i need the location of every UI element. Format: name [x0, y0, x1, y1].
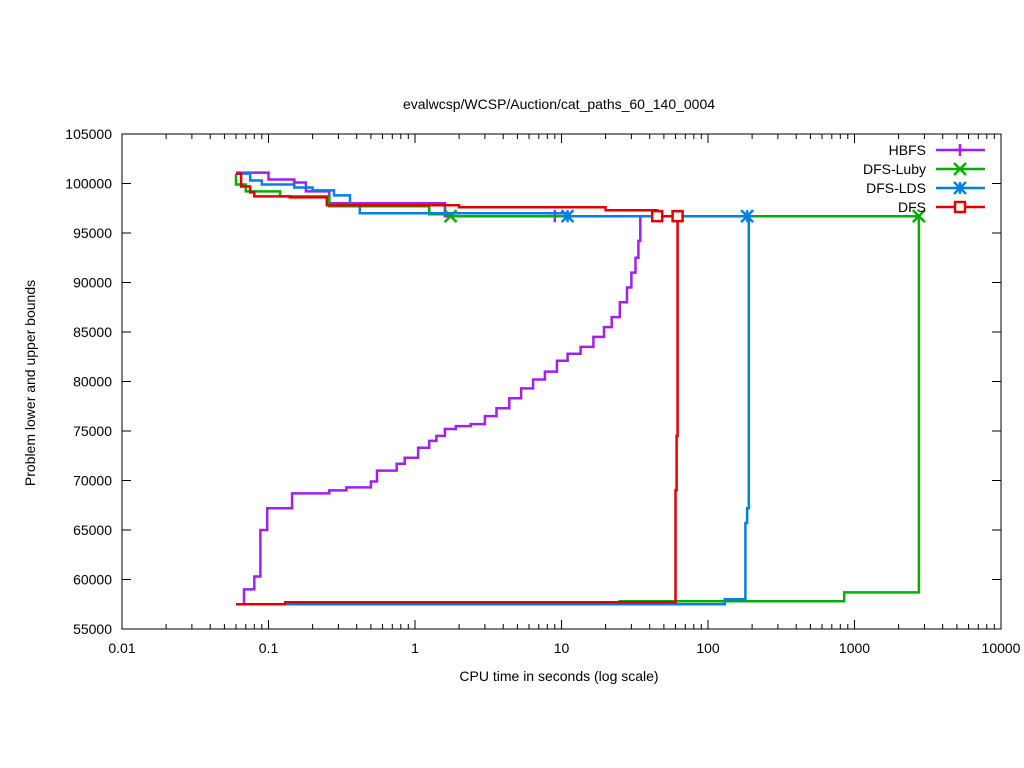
y-tick-label: 60000	[73, 572, 112, 588]
series-dfs-marker-stroke	[671, 209, 684, 223]
legend-marker	[953, 181, 967, 195]
x-axis-title: CPU time in seconds (log scale)	[459, 668, 658, 684]
y-tick-label: 70000	[73, 473, 112, 489]
series-layer	[234, 171, 926, 606]
series-dfs-lds-marker	[740, 209, 755, 224]
legend-item-dfs-lds: DFS-LDS	[866, 180, 985, 196]
y-tick-label: 80000	[73, 374, 112, 390]
y-tick-label: 85000	[73, 324, 112, 340]
y-axis-title: Problem lower and upper bounds	[22, 280, 38, 486]
legend-label: DFS-LDS	[866, 180, 926, 196]
series-dfs-lds-upper-line	[236, 172, 749, 218]
y-tick-label: 105000	[65, 126, 112, 142]
series-hbfs-lower-line	[236, 214, 642, 606]
x-tick-label: 0.1	[259, 640, 279, 656]
chart-title: evalwcsp/WCSP/Auction/cat_paths_60_140_0…	[403, 96, 715, 112]
series-dfs-lds	[236, 172, 755, 606]
series-dfs-marker-stroke	[650, 209, 664, 223]
x-tick-label: 10	[554, 640, 570, 656]
x-tick-label: 0.01	[108, 640, 135, 656]
x-tick-label: 1	[411, 640, 419, 656]
series-dfs	[236, 172, 684, 606]
legend-label: DFS-Luby	[863, 161, 926, 177]
series-hbfs-upper-line	[236, 171, 642, 218]
legend-item-dfs-luby: DFS-Luby	[863, 161, 985, 177]
plot-frame	[121, 133, 1002, 630]
y-axis: 55000 60000 65000 70000 75000 80000 85000 90000…	[65, 126, 1001, 637]
y-tick-label: 90000	[73, 275, 112, 291]
legend-marker	[953, 162, 967, 176]
series-dfs-luby-lower-line	[236, 216, 921, 606]
legend-label: HBFS	[889, 142, 926, 158]
x-axis: 0.01 0.1 1 10 100 1000 10000	[108, 134, 1021, 656]
series-hbfs	[236, 171, 642, 606]
series-dfs-marker	[671, 209, 684, 223]
series-dfs-luby-marker-stroke	[911, 209, 926, 224]
y-tick-label: 55000	[73, 621, 112, 637]
x-tick-label: 1000	[839, 640, 870, 656]
y-tick-label: 65000	[73, 522, 112, 538]
legend: HBFS DFS-Luby DFS-LDS DFS	[863, 142, 985, 215]
legend-marker	[953, 200, 967, 214]
series-dfs-lds-lower-line	[236, 216, 751, 606]
series-dfs-luby-marker	[911, 209, 926, 224]
series-dfs-upper-line	[236, 172, 677, 218]
legend-marker	[954, 144, 966, 156]
y-tick-label: 75000	[73, 423, 112, 439]
y-tick-label: 95000	[73, 225, 112, 241]
legend-marker-stroke	[953, 200, 967, 214]
series-dfs-lower-line	[236, 216, 679, 606]
x-tick-label: 100	[696, 640, 720, 656]
legend-item-dfs: DFS	[898, 199, 985, 215]
series-dfs-luby	[234, 173, 926, 606]
series-dfs-marker	[650, 209, 664, 223]
legend-marker-stroke	[953, 162, 967, 176]
series-dfs-lds-marker	[560, 209, 575, 224]
legend-label: DFS	[898, 199, 926, 215]
legend-item-hbfs: HBFS	[889, 142, 985, 158]
x-tick-label: 10000	[982, 640, 1021, 656]
y-tick-label: 100000	[65, 176, 112, 192]
